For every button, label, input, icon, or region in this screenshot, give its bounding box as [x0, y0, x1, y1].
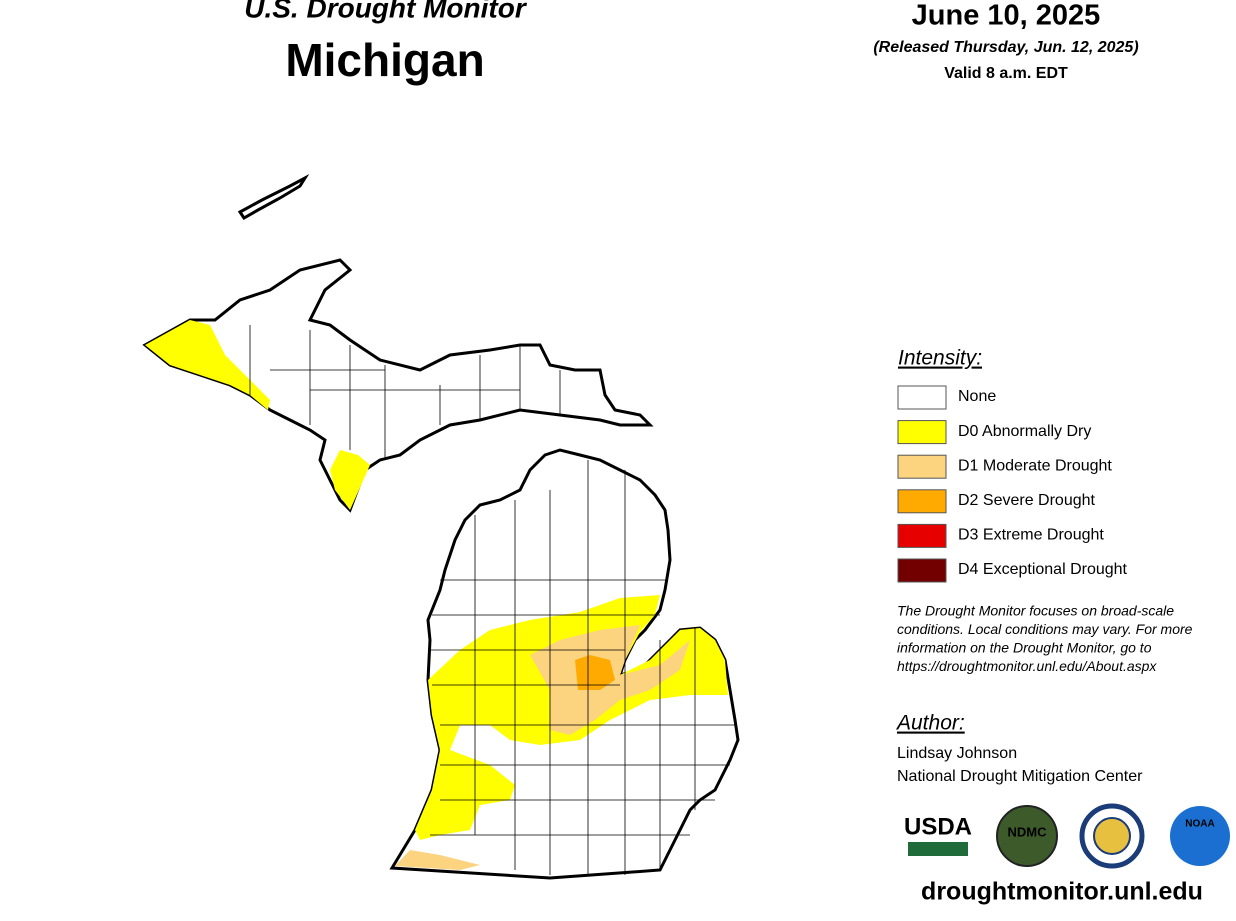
- date: June 10, 2025: [912, 0, 1101, 32]
- valid: Valid 8 a.m. EDT: [944, 65, 1068, 82]
- note-line: conditions. Local conditions may vary. F…: [897, 621, 1193, 637]
- subtitle: U.S. Drought Monitor: [244, 0, 528, 23]
- logo-usda-bar: [908, 842, 968, 856]
- isle-royale: [237, 174, 310, 220]
- legend-swatch: [897, 489, 947, 514]
- logo-ndmc: [996, 805, 1058, 867]
- legend-title: Intensity:: [898, 347, 982, 370]
- legend-label: D0 Abnormally Dry: [958, 423, 1091, 440]
- logo-noaa: [1170, 806, 1230, 866]
- author-title: Author:: [895, 712, 965, 735]
- note-line: https://droughtmonitor.unl.edu/About.asp…: [897, 658, 1157, 674]
- legend-swatch: [897, 523, 947, 548]
- note-line: information on the Drought Monitor, go t…: [897, 640, 1152, 656]
- logo-commerce-inner: [1093, 817, 1131, 855]
- logo-noaa-text: NOAA: [1185, 819, 1214, 830]
- legend-label: D1 Moderate Drought: [958, 457, 1112, 474]
- map: [142, 174, 740, 880]
- released: (Released Thursday, Jun. 12, 2025): [873, 39, 1138, 56]
- d0-area: [330, 450, 370, 510]
- legend-label: D4 Exceptional Drought: [958, 561, 1128, 578]
- legend-swatch: [897, 454, 947, 479]
- author-org: National Drought Mitigation Center: [897, 768, 1143, 785]
- county-lines: [249, 325, 735, 875]
- d0-area: [145, 320, 270, 410]
- legend-swatch: [897, 558, 947, 583]
- legend-label: None: [958, 388, 996, 405]
- logo-ndmc-text: NDMC: [1008, 824, 1048, 839]
- note-line: The Drought Monitor focuses on broad-sca…: [897, 603, 1174, 619]
- title: Michigan: [285, 34, 484, 86]
- url: droughtmonitor.unl.edu: [921, 878, 1203, 906]
- legend-label: D3 Extreme Drought: [958, 527, 1104, 544]
- legend-label: D2 Severe Drought: [958, 492, 1096, 509]
- legend-swatch: [897, 385, 947, 410]
- d1-area: [395, 850, 480, 870]
- upper-peninsula: [142, 258, 654, 513]
- logo-usda: USDA: [904, 813, 972, 840]
- author-name: Lindsay Johnson: [897, 745, 1017, 762]
- d2-area: [575, 655, 615, 690]
- legend-swatch: [897, 420, 947, 445]
